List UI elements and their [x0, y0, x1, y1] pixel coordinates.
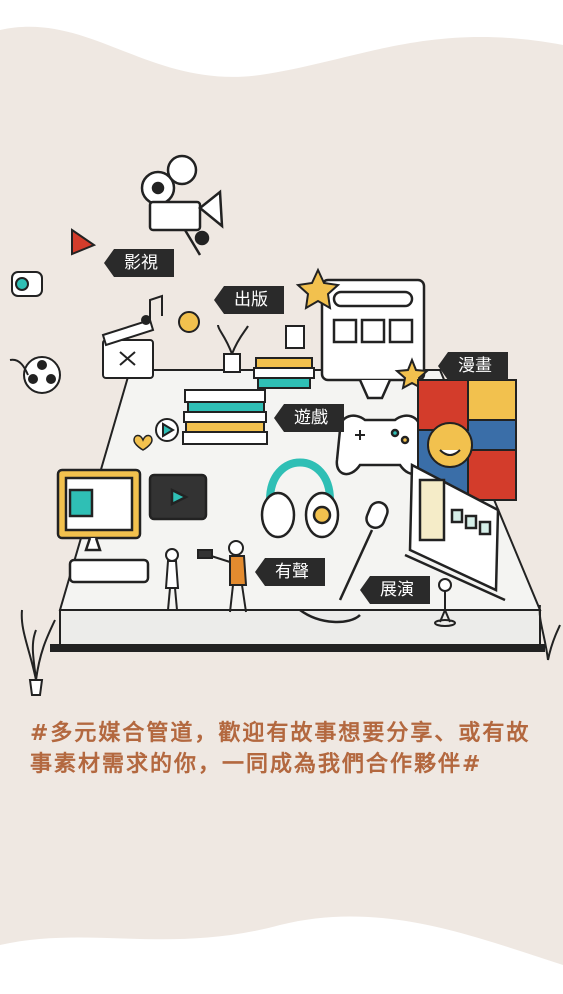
book-stack-icon — [182, 389, 268, 445]
roll-icon — [11, 271, 43, 297]
illustration — [9, 154, 561, 696]
film-camera-icon — [140, 154, 224, 256]
exhibition-board-icon — [404, 462, 506, 602]
label-publishing: 出版 — [214, 286, 284, 314]
monitor-icon — [320, 278, 426, 400]
person-icon — [434, 578, 456, 627]
game-controller-icon — [335, 414, 425, 476]
video-player-icon — [148, 473, 208, 521]
people-icon — [164, 540, 248, 613]
label-film: 影視 — [104, 249, 174, 277]
label-games: 遊戲 — [274, 404, 344, 432]
clapperboard-icon — [101, 318, 155, 379]
play-button-icon — [155, 418, 179, 442]
comic-panel-icon — [417, 379, 517, 501]
headphones-icon — [260, 458, 340, 539]
film-reel-icon — [9, 356, 61, 394]
label-exhibition: 展演 — [360, 576, 430, 604]
label-comics: 漫畫 — [438, 352, 508, 380]
microphone-icon — [299, 501, 389, 624]
music-note-icon — [141, 294, 163, 325]
caption-text: #多元媒合管道，歡迎有故事想要分享、或有故事素材需求的你，一同成為我們合作夥伴# — [30, 721, 531, 777]
red-play-icon — [71, 228, 97, 256]
label-audio: 有聲 — [255, 558, 325, 586]
desktop-monitor-icon — [56, 468, 150, 584]
heart-icon — [133, 434, 153, 451]
yellow-chat-icon — [178, 311, 200, 333]
plant-icon — [20, 604, 561, 696]
plant-pot-icon — [217, 324, 249, 373]
framed-books-icon — [253, 325, 315, 389]
